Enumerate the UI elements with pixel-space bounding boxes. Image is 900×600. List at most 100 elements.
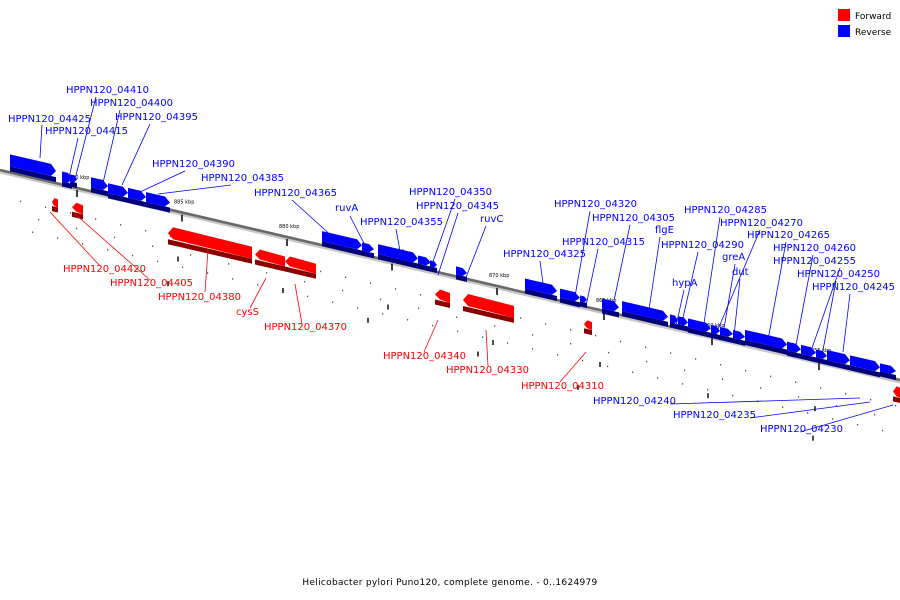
gene-reverse-10-shadow xyxy=(418,263,431,272)
gene-forward-0-body xyxy=(52,198,58,208)
label-reverse-24-leader xyxy=(767,241,787,341)
gene-forward-3 xyxy=(255,249,285,272)
axis-dot xyxy=(570,343,572,345)
label-reverse-17-leader xyxy=(647,236,661,317)
gene-reverse-21-shadow xyxy=(711,332,720,340)
gene-reverse-17-body xyxy=(622,301,668,321)
axis-dot xyxy=(482,336,484,338)
axis-dot xyxy=(170,235,172,238)
gene-reverse-21 xyxy=(711,324,720,340)
label-reverse-8-leader xyxy=(349,215,371,256)
gene-label-reverse-24: HPPN120_04265 xyxy=(747,230,830,241)
axis-dot xyxy=(45,206,47,208)
axis-dot xyxy=(870,399,872,401)
axis-dot xyxy=(152,245,154,247)
gene-reverse-26-shadow xyxy=(801,353,816,363)
axis-dot xyxy=(545,323,547,325)
gene-reverse-11-shadow xyxy=(430,266,437,273)
axis-dot xyxy=(95,218,97,220)
gene-reverse-13-shadow xyxy=(525,288,557,301)
gene-reverse-23-body xyxy=(733,330,745,340)
gene-label-forward-3: cysS xyxy=(236,307,259,318)
axis-dot xyxy=(407,318,409,321)
label-reverse-18-leader xyxy=(681,251,699,323)
gene-forward-4-body xyxy=(285,256,316,274)
gene-label-reverse-4: HPPN120_04395 xyxy=(115,112,198,123)
axis-dot xyxy=(595,334,597,337)
gene-label-forward-0: HPPN120_04420 xyxy=(63,264,146,275)
label-reverse-28-leader xyxy=(842,293,851,353)
gene-reverse-16 xyxy=(602,298,619,318)
axis-dot xyxy=(507,342,509,344)
axis-dot xyxy=(182,266,184,268)
gene-reverse-6-shadow xyxy=(146,202,170,213)
axis-dot xyxy=(798,396,800,398)
gene-label-reverse-25: HPPN120_04260 xyxy=(773,243,856,254)
label-reverse-20-leader xyxy=(702,216,721,331)
gene-reverse-16-body xyxy=(602,298,619,312)
scale-label: 890 kbp xyxy=(69,175,89,181)
label-reverse-1-leader xyxy=(67,137,79,183)
scale-label: 880 kbp xyxy=(279,224,299,230)
gene-forward-4-shadow xyxy=(285,266,316,279)
label-reverse-25-leader xyxy=(795,254,814,346)
gene-label-forward-2: HPPN120_04380 xyxy=(158,292,241,303)
gene-label-reverse-7: HPPN120_04365 xyxy=(254,188,337,199)
gene-reverse-24-shadow xyxy=(745,339,787,355)
gene-label-reverse-21: HPPN120_04270 xyxy=(720,218,803,229)
axis-dot xyxy=(532,334,534,336)
gene-label-reverse-11: HPPN120_04345 xyxy=(416,201,499,212)
gene-label-reverse-12: ruvC xyxy=(480,214,503,225)
gene-label-reverse-10: HPPN120_04350 xyxy=(409,187,492,198)
axis-dot xyxy=(342,289,344,292)
axis-dot xyxy=(682,383,684,385)
gene-reverse-25-shadow xyxy=(787,350,801,359)
label-reverse-29-leader xyxy=(669,397,861,405)
label-reverse-26-leader xyxy=(811,267,841,349)
axis-dot xyxy=(645,346,647,348)
axis-dot xyxy=(532,348,534,350)
label-forward-2-leader xyxy=(204,249,209,293)
axis-dot xyxy=(832,418,834,420)
gene-reverse-12 xyxy=(456,266,467,282)
axis-dot xyxy=(670,352,672,354)
gene-forward-6-body xyxy=(463,294,514,318)
gene-forward-6 xyxy=(463,294,514,323)
axis-dot xyxy=(57,237,59,239)
label-reverse-3-leader xyxy=(102,109,121,184)
label-forward-5-leader xyxy=(423,319,439,353)
label-forward-6-leader xyxy=(485,329,489,367)
label-reverse-23-leader xyxy=(733,278,741,337)
gene-reverse-23-shadow xyxy=(733,338,745,346)
gene-label-forward-1: HPPN120_04405 xyxy=(110,278,193,289)
scale-label: 870 kbp xyxy=(489,273,509,279)
gene-reverse-0-shadow xyxy=(10,166,56,183)
gene-reverse-3-body xyxy=(91,177,108,191)
gene-label-reverse-18: HPPN120_04290 xyxy=(661,240,744,251)
gene-reverse-24 xyxy=(745,329,787,355)
gene-reverse-3-shadow xyxy=(91,187,108,197)
axis-dot xyxy=(345,276,347,278)
gene-reverse-2-shadow xyxy=(70,181,77,188)
gene-reverse-9-shadow xyxy=(378,254,418,269)
axis-dot xyxy=(257,283,259,286)
axis-dot xyxy=(845,393,847,395)
gene-reverse-25 xyxy=(787,341,801,359)
label-reverse-12-leader xyxy=(464,225,487,281)
gene-label-reverse-31: HPPN120_04230 xyxy=(760,424,843,435)
gene-forward-5-shadow xyxy=(435,299,450,308)
axis-dot xyxy=(857,423,859,426)
gene-forward-8-shadow xyxy=(893,396,900,404)
axis-dot xyxy=(132,254,134,257)
gene-reverse-17 xyxy=(622,301,668,327)
label-reverse-10-leader xyxy=(429,198,456,271)
gene-reverse-19-body xyxy=(678,316,688,326)
gene-reverse-27-body xyxy=(816,349,827,359)
gene-forward-5 xyxy=(435,289,450,308)
axis-dot xyxy=(520,317,522,319)
gene-label-reverse-27: HPPN120_04250 xyxy=(797,269,880,280)
gene-forward-3-shadow xyxy=(255,259,285,272)
axis-dot xyxy=(190,254,192,256)
gene-reverse-7 xyxy=(322,231,362,256)
gene-reverse-26-body xyxy=(801,344,816,357)
